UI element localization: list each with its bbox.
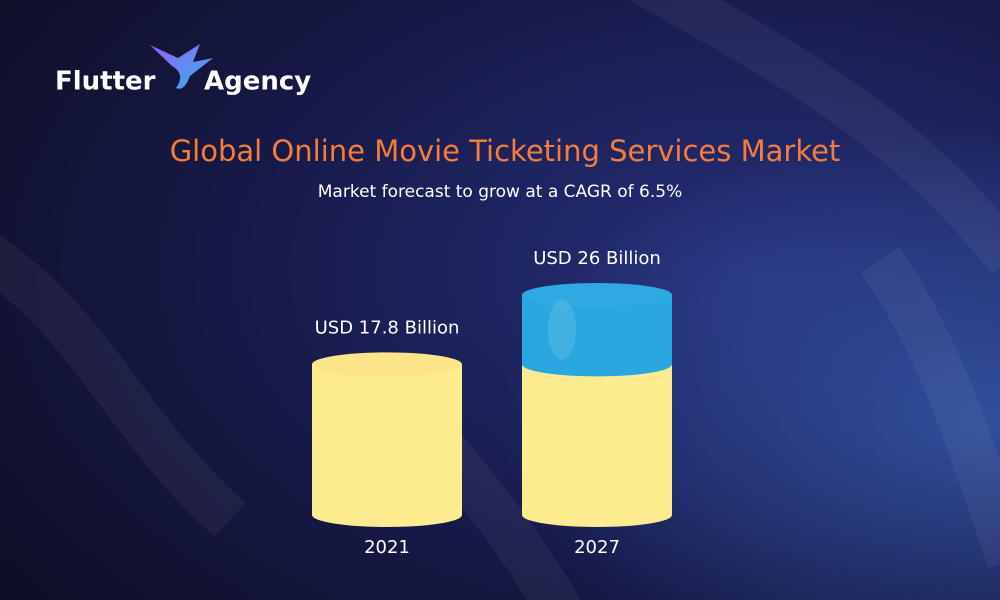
cylinder-growth-top [522, 283, 672, 307]
logo: Flutter Agency [55, 44, 311, 97]
chart-subtitle: Market forecast to grow at a CAGR of 6.5… [318, 182, 682, 202]
x-tick-label: 2021 [364, 537, 410, 558]
logo-bird [150, 44, 213, 89]
logo-word: Agency [204, 67, 311, 97]
cylinder-base [522, 364, 672, 527]
chart-title: Global Online Movie Ticketing Services M… [170, 134, 841, 168]
value-label: USD 26 Billion [533, 248, 661, 269]
cylinder-highlight [548, 299, 576, 360]
cylinder [312, 364, 462, 527]
x-tick-label: 2027 [574, 537, 620, 558]
value-label: USD 17.8 Billion [315, 317, 460, 338]
cylinder-growth [522, 295, 672, 377]
cylinder-top [312, 352, 462, 377]
logo-word: Flutter [55, 67, 156, 97]
